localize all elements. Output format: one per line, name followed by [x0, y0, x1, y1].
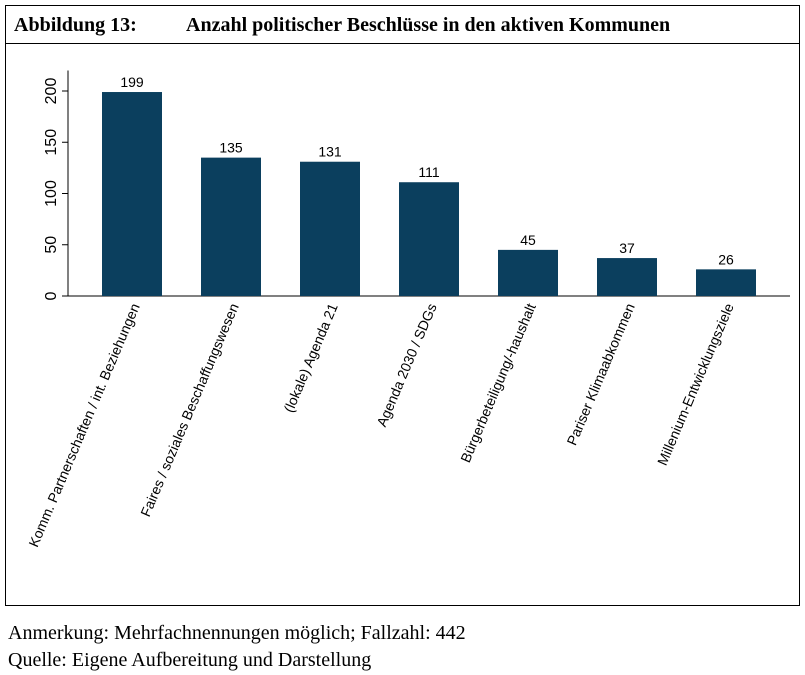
bar — [102, 92, 162, 297]
bar — [696, 269, 756, 296]
value-label: 199 — [120, 74, 144, 90]
x-tick-label: Pariser Klimaabkommen — [563, 301, 637, 448]
y-tick-label: 100 — [43, 180, 60, 207]
bar — [201, 157, 261, 296]
value-label: 45 — [520, 232, 536, 248]
x-tick-label: Faires / soziales Beschaffungswesen — [137, 301, 242, 519]
source: Quelle: Eigene Aufbereitung und Darstell… — [8, 649, 371, 671]
note: Anmerkung: Mehrfachnennungen möglich; Fa… — [8, 622, 466, 644]
x-tick-label: Millenium-Entwicklungsziele — [654, 301, 737, 468]
figure-label: Abbildung 13: — [14, 14, 137, 36]
y-tick-label: 150 — [43, 129, 60, 156]
x-tick-label: Komm. Partnerschaften / int. Beziehungen — [25, 301, 143, 549]
bar — [498, 249, 558, 296]
x-tick-label: Bürgerbeteiligung/-haushalt — [457, 301, 539, 465]
value-label: 135 — [219, 140, 243, 156]
value-label: 111 — [418, 164, 439, 180]
y-tick-label: 200 — [43, 78, 60, 105]
bar — [300, 161, 360, 296]
x-tick-label: (lokale) Agenda 21 — [280, 301, 340, 415]
y-tick-label: 50 — [43, 236, 60, 254]
chart-title: Anzahl politischer Beschlüsse in den akt… — [186, 14, 670, 36]
y-tick-label: 0 — [43, 291, 60, 300]
value-label: 131 — [318, 144, 342, 160]
x-tick-label: Agenda 2030 / SDGs — [373, 301, 439, 429]
value-label: 37 — [619, 240, 635, 256]
bar — [597, 258, 657, 296]
frame — [5, 5, 800, 606]
value-label: 26 — [718, 251, 734, 267]
bar — [399, 182, 459, 296]
